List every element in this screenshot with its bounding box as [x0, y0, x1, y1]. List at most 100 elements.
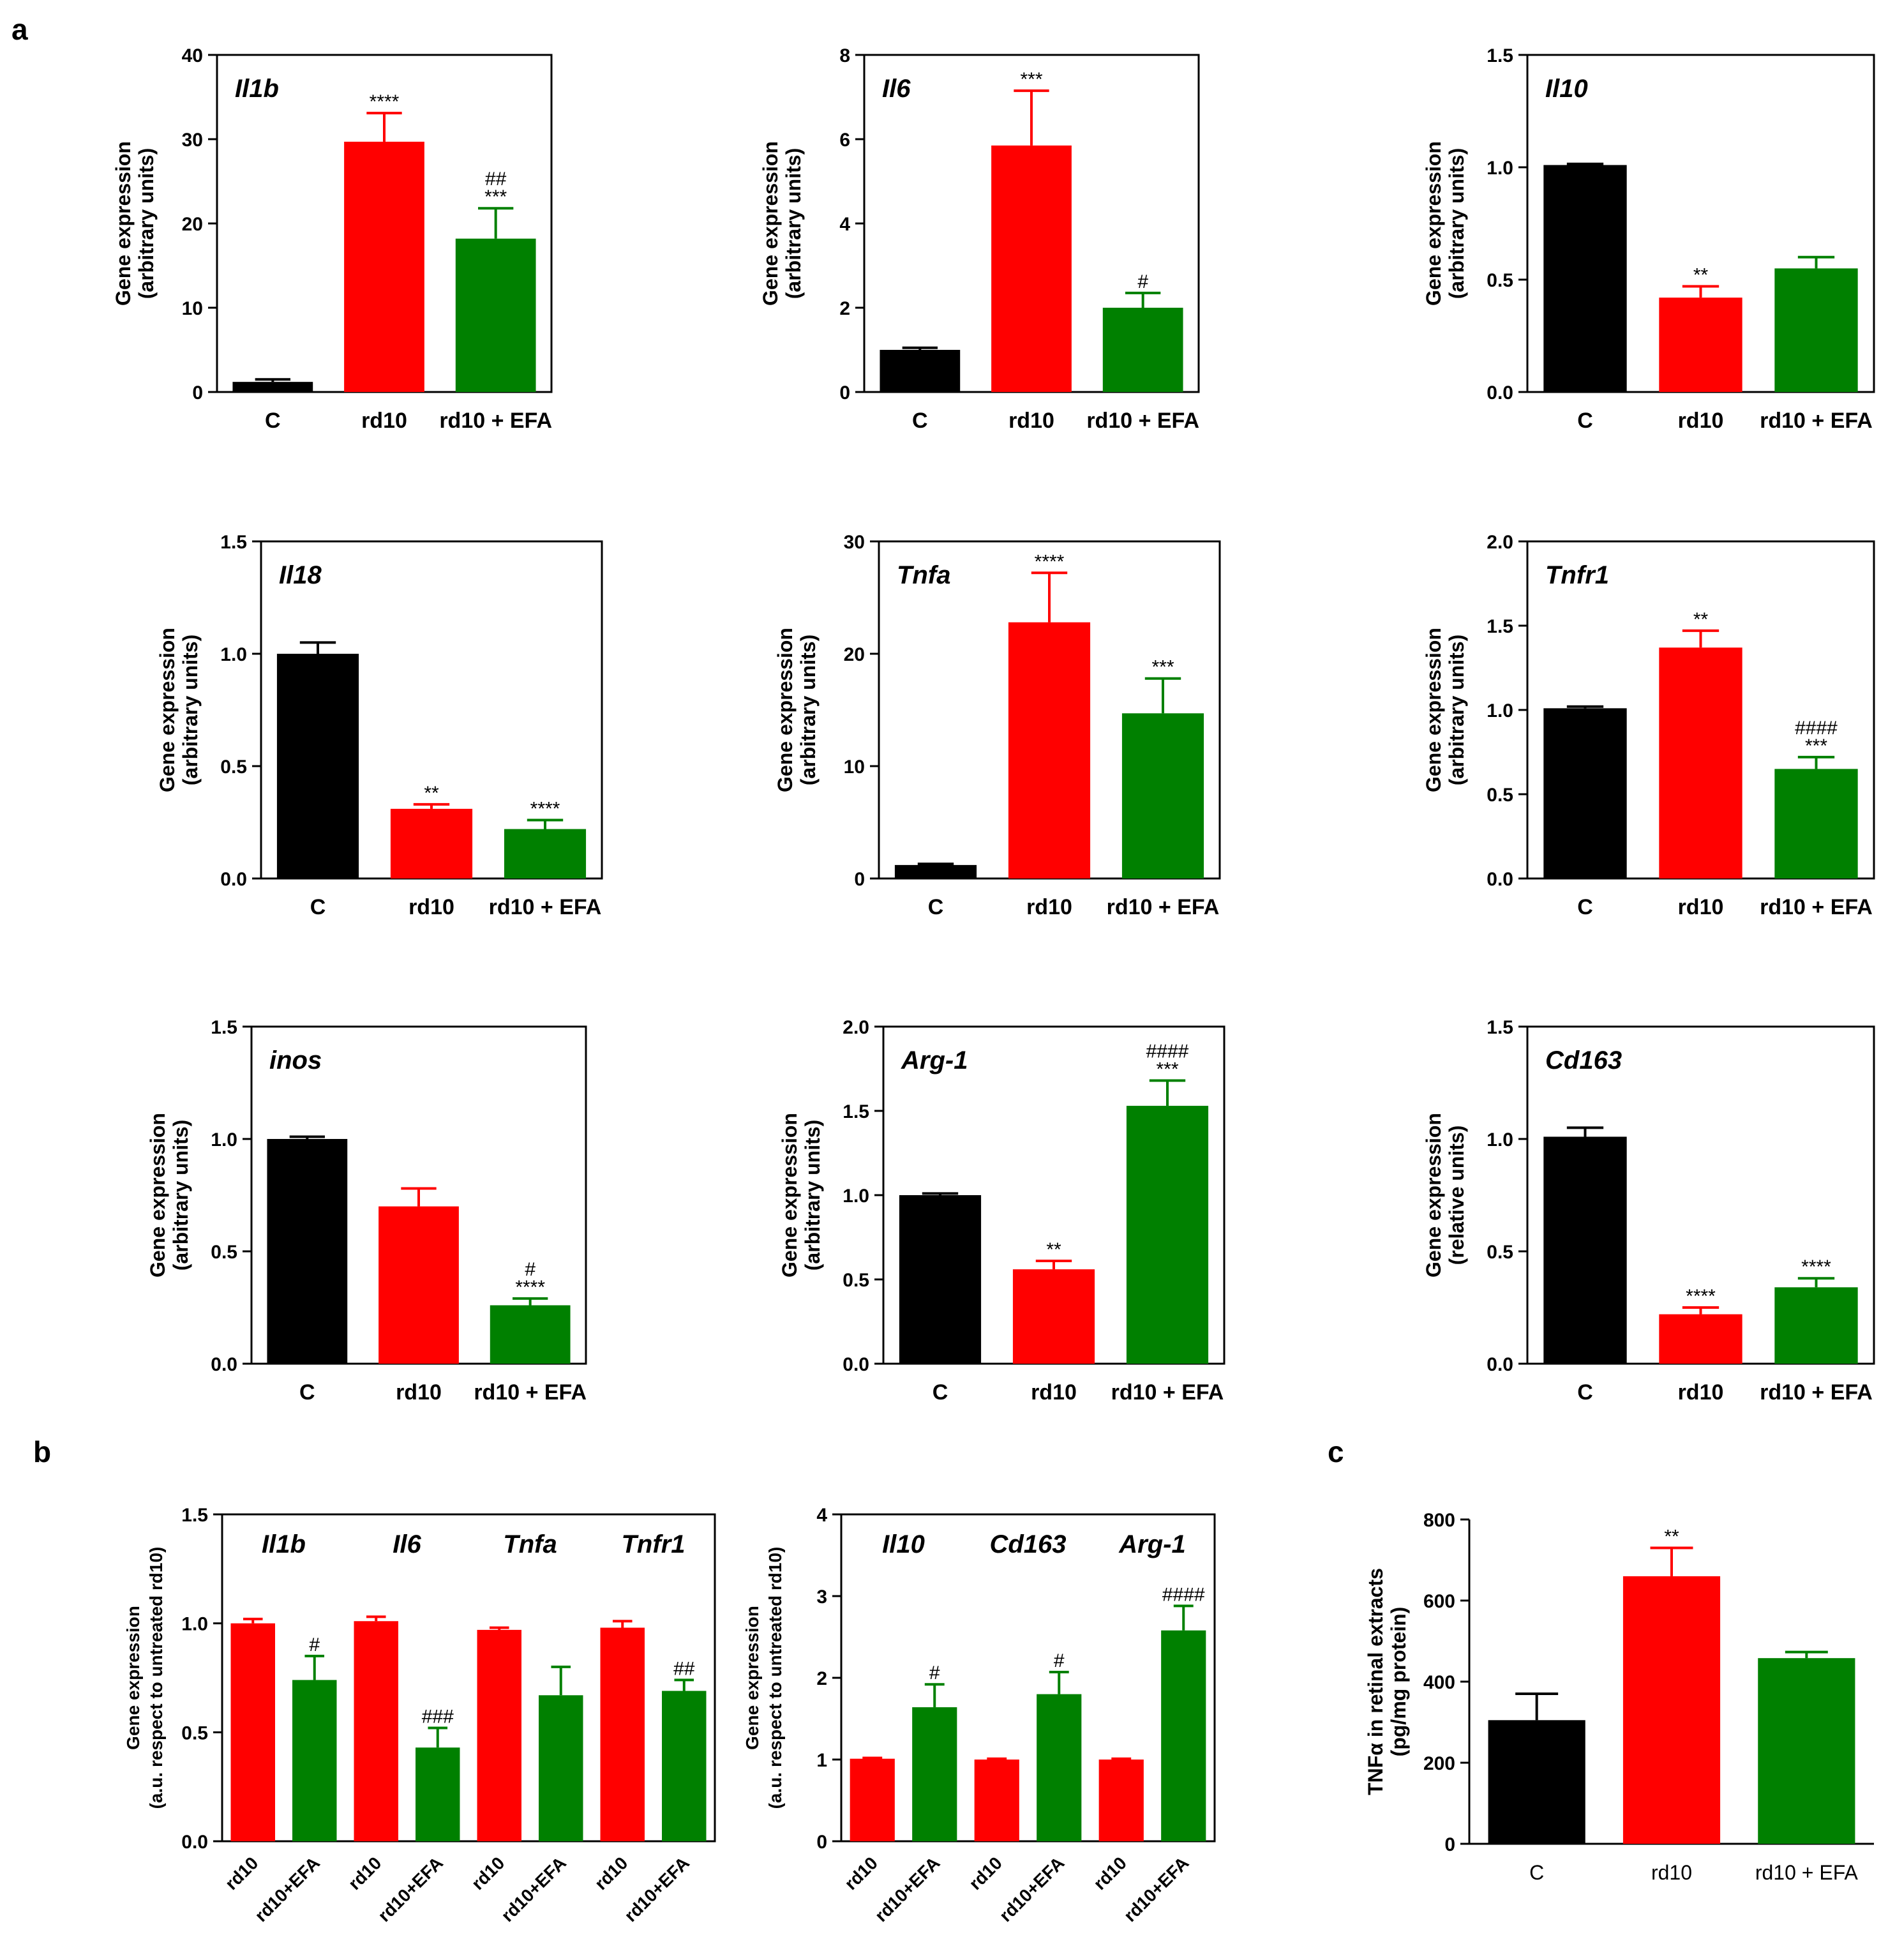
category-label: rd10	[1008, 409, 1054, 433]
category-label: rd10 + EFA	[439, 409, 552, 433]
category-label: rd10+EFA	[497, 1853, 570, 1926]
category-label: rd10+EFA	[620, 1853, 693, 1926]
chart-panel-c-11: 0 200 400 600 800 TNFα in retinal extracts (pg…	[1364, 1510, 1874, 1884]
significance-label: ####	[1146, 1041, 1189, 1062]
significance-label: **	[1693, 265, 1709, 286]
category-label: rd10+EFA	[251, 1853, 324, 1926]
y-axis-title: Gene expression	[146, 1113, 169, 1278]
category-label: rd10+EFA	[871, 1853, 944, 1926]
significance-label: ***	[1151, 657, 1174, 678]
chart-tnfr1: 0.0 0.5 1.0 1.5 2.0 Gene expression (arbitrary…	[1422, 532, 1875, 919]
y-tick-label: 0	[192, 382, 203, 403]
bar	[1659, 298, 1742, 392]
y-tick-label: 1.5	[1487, 1017, 1513, 1038]
significance-label: **	[1664, 1526, 1679, 1547]
bar	[1121, 713, 1204, 878]
group-label: Arg-1	[1118, 1530, 1185, 1558]
category-label: rd10	[1090, 1853, 1130, 1894]
category-label: C	[928, 895, 944, 919]
y-tick-label: 1.0	[1487, 1129, 1513, 1150]
y-tick-label: 1.0	[211, 1129, 237, 1150]
chart-panel-b-9: 0.0 0.5 1.0 1.5 Gene expression (a.u. respect…	[123, 1505, 716, 1926]
significance-label: ***	[1156, 1059, 1178, 1080]
y-axis-title: Gene expression	[774, 628, 797, 792]
chart-il6: 0 2 4 6 8 Gene expression (arbitrary units) Il6…	[759, 45, 1200, 433]
category-label: rd10	[468, 1853, 509, 1894]
y-axis-subtitle: (arbitrary units)	[135, 148, 158, 299]
significance-label: ****	[530, 798, 560, 819]
y-tick-label: 0.5	[220, 757, 247, 778]
category-label: C	[299, 1380, 315, 1405]
y-axis-subtitle: (a.u. respect to untreated rd10)	[765, 1547, 785, 1809]
bar	[1774, 769, 1858, 878]
category-label: rd10+EFA	[1120, 1853, 1193, 1926]
category-label: rd10	[591, 1853, 632, 1894]
category-label: rd10	[965, 1853, 1006, 1894]
bar	[991, 145, 1072, 392]
bar	[1012, 1269, 1095, 1364]
y-tick-label: 0	[854, 869, 865, 890]
y-tick-label: 200	[1423, 1753, 1455, 1774]
category-label: rd10 + EFA	[474, 1380, 587, 1405]
panel-letter-c: c	[1328, 1435, 1344, 1468]
category-label: rd10+EFA	[996, 1853, 1068, 1926]
y-tick-label: 2	[816, 1668, 827, 1689]
bar	[1543, 165, 1627, 392]
y-tick-label: 0.5	[181, 1723, 208, 1744]
y-tick-label: 0	[839, 382, 850, 403]
group-label: Il1b	[262, 1530, 306, 1558]
bar	[539, 1695, 583, 1841]
y-tick-label: 0.0	[1487, 1354, 1513, 1375]
y-tick-label: 0	[816, 1832, 827, 1853]
y-tick-label: 0	[1444, 1834, 1455, 1855]
y-axis-subtitle: (arbitrary units)	[169, 1120, 192, 1270]
bar	[477, 1629, 521, 1841]
y-axis-subtitle: (relative units)	[1445, 1126, 1468, 1265]
chart-panel-b-10: 0 1 2 3 4 Gene expression (a.u. respect to unt…	[742, 1505, 1216, 1926]
bar	[378, 1206, 459, 1364]
bar	[1622, 1576, 1721, 1844]
significance-label: ##	[485, 169, 507, 190]
bar	[1774, 1287, 1858, 1364]
bar	[390, 808, 473, 878]
bar	[662, 1691, 707, 1841]
y-tick-label: 1.0	[220, 644, 247, 665]
category-label: rd10	[841, 1853, 881, 1894]
significance-label: #	[525, 1259, 536, 1280]
y-axis-title: TNFα in retinal extracts	[1364, 1568, 1387, 1795]
category-label: rd10	[1678, 895, 1724, 919]
significance-label: ##	[673, 1658, 695, 1679]
bar	[354, 1621, 398, 1841]
y-tick-label: 20	[844, 644, 865, 665]
y-tick-label: 8	[839, 45, 850, 66]
group-label: Tnfr1	[622, 1530, 686, 1558]
y-axis-subtitle: (pg/mg protein)	[1387, 1607, 1410, 1757]
category-label: rd10	[1026, 895, 1072, 919]
y-axis-subtitle: (arbitrary units)	[179, 635, 202, 785]
category-label: C	[1577, 409, 1593, 433]
bar	[1161, 1630, 1206, 1841]
y-tick-label: 10	[844, 757, 865, 778]
group-label: Il10	[882, 1530, 925, 1558]
y-tick-label: 6	[839, 130, 850, 151]
y-tick-label: 0.5	[843, 1270, 869, 1291]
category-label: rd10 + EFA	[1107, 895, 1220, 919]
y-tick-label: 4	[816, 1505, 827, 1526]
y-tick-label: 1.0	[181, 1614, 208, 1635]
bar	[1543, 708, 1627, 878]
bar	[1098, 1760, 1144, 1841]
y-axis-subtitle: (arbitrary units)	[782, 148, 805, 299]
bar	[1008, 622, 1091, 878]
significance-label: ***	[484, 186, 507, 207]
y-tick-label: 0.5	[1487, 785, 1513, 806]
category-label: rd10 + EFA	[1111, 1380, 1224, 1405]
significance-label: ****	[1801, 1256, 1831, 1278]
category-label: rd10	[361, 409, 407, 433]
y-tick-label: 1.0	[1487, 700, 1513, 721]
chart-cd163: 0.0 0.5 1.0 1.5 Gene expression (relative uni…	[1422, 1017, 1875, 1405]
group-label: Cd163	[989, 1530, 1066, 1558]
category-label: rd10 + EFA	[1760, 1380, 1873, 1405]
category-label: C	[310, 895, 326, 919]
plot-frame	[221, 1513, 716, 1843]
category-label: rd10 + EFA	[1755, 1861, 1859, 1884]
